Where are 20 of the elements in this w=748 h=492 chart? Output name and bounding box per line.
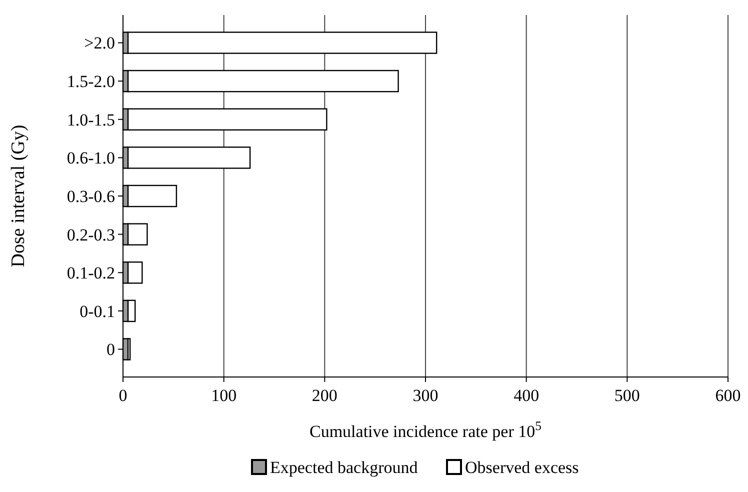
legend-label: Expected background: [270, 458, 418, 477]
x-tick-label: 300: [412, 386, 438, 405]
y-tick-label: 0-0.1: [80, 302, 115, 321]
legend-label: Observed excess: [465, 458, 579, 477]
y-tick-label: 1.5-2.0: [66, 72, 115, 92]
x-tick-label: 100: [211, 386, 237, 405]
x-tick-label: 600: [715, 386, 741, 405]
y-tick-label: >2.0: [84, 34, 115, 53]
y-tick-label: 1.0-1.5: [66, 110, 115, 130]
y-tick-label: 0.1-0.2: [66, 264, 115, 283]
y-tick-label: 0.3-0.6: [66, 186, 115, 206]
y-axis-title: Dose interval (Gy): [8, 124, 29, 268]
x-axis-title: Cumulative incidence rate per 10$^{5}$: [309, 419, 542, 441]
x-tick-label: 0: [118, 386, 128, 405]
y-tick-label: 0.6-1.0: [66, 148, 115, 168]
y-tick-label: 0.2-0.3: [66, 225, 115, 244]
x-tick-label: 400: [514, 386, 540, 405]
y-tick-label: 0: [106, 340, 115, 360]
x-tick-label: 200: [312, 386, 338, 405]
x-tick-label: 500: [614, 386, 640, 405]
